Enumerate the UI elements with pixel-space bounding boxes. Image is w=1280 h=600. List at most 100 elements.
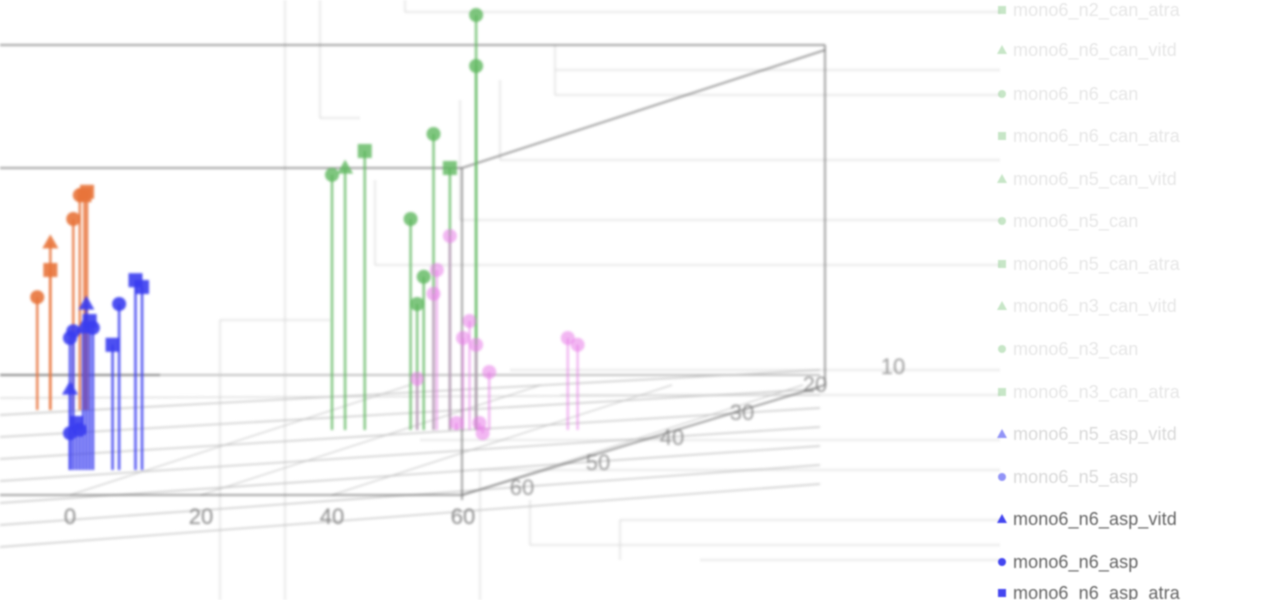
stem-marker bbox=[469, 337, 484, 352]
depth-tick-label: 10 bbox=[881, 354, 905, 379]
legend-label: mono6_n5_can bbox=[1013, 210, 1139, 231]
data-point-circle bbox=[410, 371, 425, 386]
data-stem bbox=[325, 167, 339, 430]
data-point-circle bbox=[85, 320, 100, 335]
data-stem bbox=[357, 144, 372, 430]
data-point-square bbox=[80, 184, 95, 199]
x-tick-label: 0 bbox=[64, 504, 76, 529]
depth-tick-label: 60 bbox=[510, 475, 534, 500]
stem-marker bbox=[43, 263, 58, 277]
depth-tick-label: 30 bbox=[730, 400, 754, 425]
legend-marker-circle-icon bbox=[996, 88, 1008, 100]
data-point-circle bbox=[426, 286, 441, 301]
stem-marker bbox=[357, 144, 372, 158]
stem-marker bbox=[325, 167, 339, 182]
data-point-triangle bbox=[42, 234, 59, 249]
stem-marker bbox=[456, 331, 470, 345]
legend-marker-circle-icon bbox=[996, 215, 1008, 227]
data-stems bbox=[30, 8, 585, 470]
data-stem bbox=[449, 416, 464, 430]
data-stem bbox=[462, 314, 477, 430]
depth-tick-label: 40 bbox=[660, 425, 684, 450]
data-stem bbox=[85, 320, 100, 470]
grid-line bbox=[200, 384, 542, 496]
data-stem bbox=[337, 159, 354, 430]
legend-label: mono6_n6_asp_atra bbox=[1013, 586, 1180, 600]
depth-tick-label: 50 bbox=[586, 450, 610, 475]
data-point-circle bbox=[570, 337, 585, 352]
legend-label: mono6_n3_can bbox=[1013, 338, 1139, 359]
legend-marker-triangle-icon bbox=[996, 173, 1008, 185]
stem-marker bbox=[482, 365, 497, 379]
data-stem bbox=[560, 331, 575, 430]
stem-marker bbox=[135, 280, 150, 294]
data-stem bbox=[30, 290, 45, 410]
data-stem bbox=[442, 229, 457, 430]
data-point-circle bbox=[429, 263, 444, 277]
data-point-square bbox=[442, 161, 457, 175]
stem-marker bbox=[80, 184, 95, 199]
legend-marker-circle-icon bbox=[996, 556, 1008, 568]
data-point-circle bbox=[403, 212, 418, 226]
legend-item: mono6_n3_can_vitd bbox=[996, 295, 1177, 317]
legend-label: mono6_n6_can_atra bbox=[1013, 125, 1180, 146]
legend-marker-triangle-icon bbox=[996, 300, 1008, 312]
data-stem bbox=[475, 426, 490, 441]
legend-label: mono6_n6_can bbox=[1013, 83, 1139, 104]
legend-marker-square-icon bbox=[996, 587, 1008, 599]
legend-item: mono6_n5_can bbox=[996, 210, 1138, 232]
data-point-square bbox=[135, 280, 150, 294]
stem-marker bbox=[61, 380, 79, 395]
data-point-circle bbox=[30, 290, 45, 305]
data-point-circle bbox=[469, 337, 484, 352]
legend-label: mono6_n6_asp bbox=[1013, 551, 1139, 572]
stem-marker bbox=[337, 159, 354, 174]
legend-item: mono6_n6_asp_atra bbox=[996, 586, 1180, 600]
data-stem bbox=[570, 337, 585, 430]
legend-label: mono6_n2_can_atra bbox=[1013, 0, 1180, 20]
legend-marker-square-icon bbox=[996, 130, 1008, 142]
legend-item: mono6_n5_can_vitd bbox=[996, 168, 1177, 190]
stem-marker bbox=[570, 337, 585, 352]
data-point-circle bbox=[560, 331, 575, 345]
data-stem bbox=[112, 297, 127, 470]
data-stem bbox=[410, 371, 425, 430]
legend-marker-square-icon bbox=[996, 258, 1008, 270]
stem-marker bbox=[462, 314, 477, 328]
grid-line bbox=[0, 445, 821, 504]
legend-marker-triangle-icon bbox=[996, 513, 1008, 525]
stem-marker bbox=[429, 263, 444, 277]
legend-label: mono6_n5_can_vitd bbox=[1013, 168, 1177, 189]
plot-frame bbox=[0, 44, 826, 500]
stem-marker bbox=[560, 331, 575, 345]
data-stem bbox=[482, 365, 497, 430]
stem-marker bbox=[66, 324, 81, 339]
data-point-triangle bbox=[78, 295, 95, 310]
legend-item: mono6_n5_asp bbox=[996, 466, 1138, 488]
data-point-circle bbox=[72, 422, 87, 437]
stem-marker bbox=[42, 234, 59, 249]
grid-line bbox=[0, 426, 821, 482]
data-stem bbox=[43, 263, 58, 410]
data-point-square bbox=[105, 337, 120, 352]
legend-item: mono6_n6_asp bbox=[996, 551, 1138, 573]
axis-ticks: 0 20 40 60 60 50 40 30 20 10 bbox=[64, 354, 905, 529]
frame-edge bbox=[461, 384, 826, 496]
legend-label: mono6_n5_asp bbox=[1013, 466, 1139, 487]
stem-marker bbox=[475, 426, 490, 441]
data-point-circle bbox=[112, 297, 127, 311]
stem-marker bbox=[105, 337, 120, 352]
stem-marker bbox=[449, 416, 464, 430]
legend-marker-triangle-icon bbox=[996, 428, 1008, 440]
legend-item: mono6_n3_can bbox=[996, 338, 1138, 360]
legend-marker-triangle-icon bbox=[996, 44, 1008, 56]
legend-item: mono6_n6_can_atra bbox=[996, 125, 1180, 147]
data-stem bbox=[105, 337, 120, 470]
legend-label: mono6_n5_asp_vitd bbox=[1013, 423, 1177, 444]
grid-line bbox=[331, 384, 673, 496]
frame-edge bbox=[461, 49, 826, 169]
data-stem bbox=[416, 269, 431, 430]
legend-item: mono6_n5_can_atra bbox=[996, 253, 1180, 275]
data-stem bbox=[135, 280, 150, 470]
